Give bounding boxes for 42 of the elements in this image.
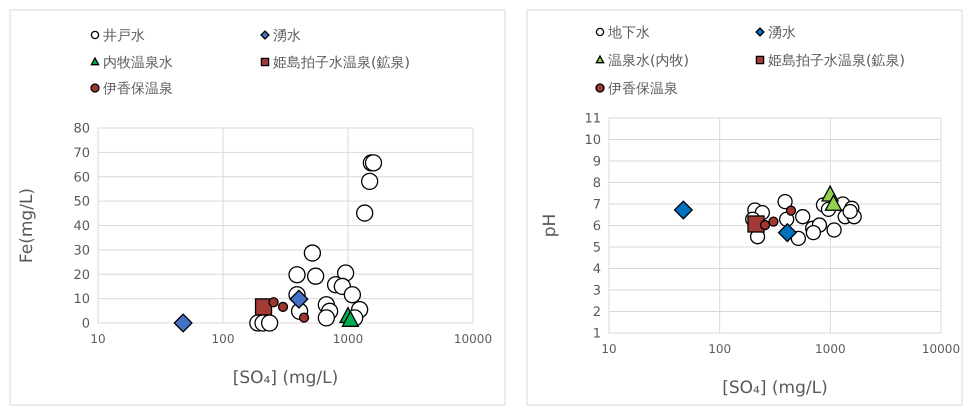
legend-label: 姫島拍子水温泉(鉱泉)	[273, 55, 410, 71]
legend-label: 湧水	[768, 25, 796, 41]
x-tick-label: 10	[601, 342, 617, 356]
y-tick-label: 4	[592, 262, 601, 277]
x-tick-label: 100	[212, 332, 234, 346]
y-tick-label: 30	[73, 243, 90, 258]
legend-label: 温泉水(内牧)	[608, 53, 689, 69]
y-tick-label: 5	[592, 240, 601, 256]
legend-label: 井戸水	[103, 28, 145, 44]
x-axis-title: [SO₄] (mg/L)	[232, 368, 338, 388]
y-tick-label: 3	[592, 284, 601, 298]
y-tick-label: 0	[82, 316, 90, 332]
legend-label: 伊香保温泉	[608, 81, 678, 97]
x-tick-label: 100	[708, 342, 732, 356]
y-axis-title: pH	[540, 214, 560, 238]
y-tick-label: 20	[73, 268, 90, 283]
y-tick-label: 10	[73, 292, 90, 308]
legend-label: 内牧温泉水	[103, 55, 173, 71]
x-tick-label: 1000	[332, 332, 364, 346]
y-tick-label: 40	[73, 219, 90, 234]
y-axis-title: Fe(mg/L)	[17, 188, 37, 264]
y-tick-label: 10	[584, 133, 601, 148]
y-tick-label: 70	[73, 146, 90, 161]
y-tick-label: 50	[73, 194, 90, 210]
y-tick-label: 11	[584, 112, 601, 126]
legend-label: 地下水	[607, 25, 650, 41]
y-tick-label: 7	[592, 198, 601, 212]
x-tick-label: 10000	[454, 332, 492, 346]
legend-label: 伊香保温泉	[103, 81, 173, 97]
y-tick-label: 8	[592, 176, 601, 191]
y-tick-label: 60	[73, 170, 90, 186]
x-tick-label: 1000	[815, 342, 846, 356]
y-tick-label: 1	[592, 326, 601, 342]
x-tick-label: 10000	[922, 342, 960, 356]
legend-label: 姫島拍子水温泉(鉱泉)	[768, 53, 905, 69]
y-tick-label: 80	[73, 122, 90, 136]
y-tick-label: 6	[592, 219, 601, 234]
legend-label: 湧水	[273, 28, 301, 44]
x-tick-label: 10	[90, 332, 106, 346]
x-axis-title: [SO₄] (mg/L)	[722, 378, 828, 398]
y-tick-label: 9	[592, 154, 601, 170]
y-tick-label: 2	[592, 305, 601, 320]
